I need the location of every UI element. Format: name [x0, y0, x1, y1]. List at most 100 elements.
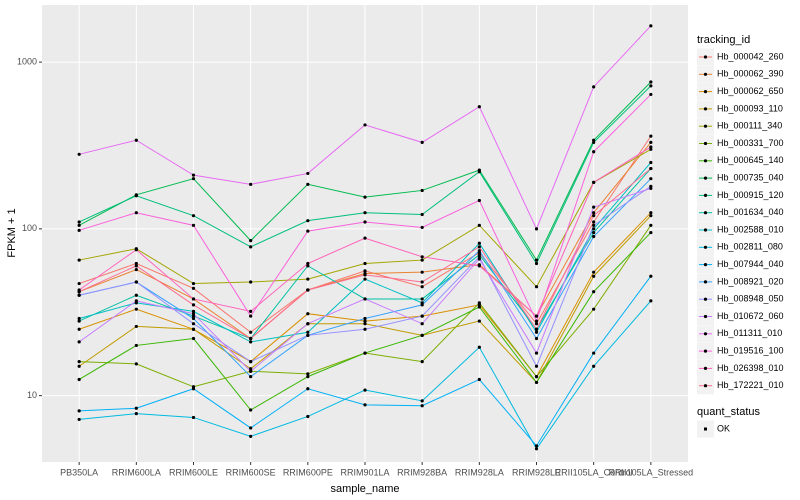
data-point — [134, 194, 138, 198]
legend-label: Hb_000093_110 — [717, 103, 783, 113]
data-point — [592, 364, 596, 368]
data-point — [592, 351, 596, 355]
legend-point — [703, 72, 708, 76]
data-point — [191, 309, 196, 313]
data-point — [477, 105, 481, 109]
data-point — [77, 340, 81, 344]
data-point — [77, 377, 81, 382]
data-point — [363, 327, 367, 331]
data-point — [363, 195, 367, 199]
data-point — [134, 324, 138, 329]
data-point — [134, 406, 138, 410]
data-point — [191, 316, 196, 321]
data-point — [306, 387, 310, 391]
data-point — [249, 375, 253, 379]
data-point — [477, 301, 481, 305]
data-point — [363, 261, 367, 266]
data-point — [649, 160, 653, 165]
data-point — [306, 171, 310, 176]
legend-label: Hb_002588_010 — [717, 224, 784, 234]
legend-title: tracking_id — [697, 34, 750, 46]
legend-point — [703, 228, 708, 232]
x-tick-label: RRIM600LE — [169, 467, 218, 477]
data-point — [306, 264, 310, 268]
data-point — [191, 415, 196, 420]
data-point — [649, 223, 653, 227]
data-point — [534, 336, 539, 341]
data-point — [249, 182, 253, 186]
data-point — [363, 236, 367, 240]
data-point — [534, 327, 539, 331]
data-point — [249, 367, 253, 371]
legend-point — [703, 193, 708, 197]
y-tick-label: 1000 — [17, 56, 37, 66]
data-point — [249, 239, 253, 243]
data-point — [134, 280, 138, 284]
data-point — [306, 219, 310, 223]
legend-label: Hb_010672_060 — [717, 311, 784, 321]
data-point — [420, 212, 424, 217]
data-point — [649, 166, 653, 171]
data-point — [363, 351, 367, 355]
legend-point — [703, 263, 708, 267]
x-tick-label: RRIM901LA — [340, 467, 389, 477]
data-point — [77, 364, 81, 368]
data-point — [77, 281, 81, 286]
data-point — [534, 380, 539, 385]
legend-label: Hb_008921_020 — [717, 276, 784, 286]
data-point — [249, 340, 253, 344]
data-point — [191, 281, 196, 286]
data-point — [191, 327, 196, 331]
data-point — [191, 214, 196, 218]
legend-point — [703, 211, 708, 215]
data-point — [306, 414, 310, 419]
data-point — [534, 447, 539, 451]
data-point — [249, 369, 253, 373]
x-tick-label: RRIM600SE — [226, 467, 276, 477]
data-point — [477, 241, 481, 245]
data-point — [306, 261, 310, 266]
legend-label: Hb_008948_050 — [717, 294, 784, 304]
data-point — [306, 182, 310, 186]
data-point — [477, 198, 481, 203]
legend-point — [703, 297, 708, 301]
data-point — [363, 273, 367, 277]
data-point — [363, 269, 367, 273]
legend-label: Hb_000331_700 — [717, 138, 784, 148]
data-point — [592, 205, 596, 209]
x-axis-title: sample_name — [330, 483, 399, 495]
legend-label: Hb_007944_040 — [717, 259, 784, 269]
data-point — [649, 140, 653, 145]
legend-label: Hb_000645_140 — [717, 155, 784, 165]
data-point — [592, 227, 596, 231]
legend-point — [703, 55, 708, 59]
data-point — [477, 345, 481, 349]
data-point — [77, 220, 81, 224]
data-point — [134, 362, 138, 366]
legend-label: Hb_011311_010 — [717, 328, 782, 338]
data-point — [249, 434, 253, 438]
data-point — [592, 223, 596, 227]
data-point — [191, 303, 196, 307]
data-point — [592, 274, 596, 278]
legend-point — [703, 384, 708, 388]
data-point — [191, 177, 196, 181]
data-point — [592, 85, 596, 89]
data-point — [306, 330, 310, 334]
data-point — [77, 417, 81, 422]
legend-label: Hb_026398_010 — [717, 363, 784, 373]
data-point — [420, 255, 424, 259]
data-point — [134, 248, 138, 252]
legend-point — [703, 107, 708, 111]
data-point — [477, 245, 481, 249]
data-point — [477, 319, 481, 323]
data-point — [477, 170, 481, 174]
data-point — [649, 84, 653, 88]
data-point — [249, 245, 253, 249]
data-point — [134, 264, 138, 268]
legend-label: Hb_019516_100 — [717, 345, 784, 355]
data-point — [77, 290, 81, 294]
x-tick-label: PB350LA — [60, 467, 98, 477]
data-point — [649, 24, 653, 28]
